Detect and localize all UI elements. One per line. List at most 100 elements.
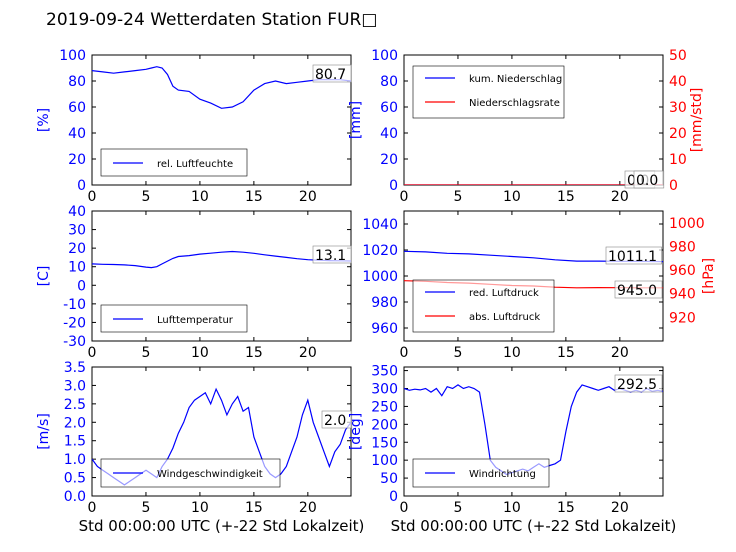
- y-tick-label-windspeed: 3.0: [64, 378, 86, 394]
- x-tick-label-winddirection: 0: [400, 500, 409, 516]
- value-box-windspeed-0: [321, 410, 353, 429]
- y-tick-label-temperature: 40: [68, 204, 86, 220]
- y2-tick-label-pressure: 1000: [669, 216, 705, 232]
- value-box-winddirection-0: [614, 374, 663, 393]
- y2-tick-label-precipitation: 0: [669, 178, 678, 194]
- y-tick-label-windspeed: 3.5: [64, 360, 86, 376]
- x-tick-label-temperature: 10: [191, 345, 209, 361]
- legend-label-pressure-0: red. Luftdruck: [469, 288, 539, 299]
- y2-tick-label-precipitation: 20: [669, 126, 687, 142]
- x-tick-label-precipitation: 0: [400, 189, 409, 205]
- y-tick-label-temperature: 30: [68, 223, 86, 239]
- y2-tick-label-precipitation: 30: [669, 100, 687, 116]
- legend-label-winddirection-0: Windrichtung: [469, 469, 536, 480]
- value-box-temperature-0: [312, 245, 352, 264]
- value-box-humidity-0: [312, 64, 352, 83]
- x-tick-label-temperature: 15: [245, 345, 263, 361]
- legend-label-temperature-0: Lufttemperatur: [157, 315, 234, 326]
- x-tick-label-windspeed: 10: [191, 500, 209, 516]
- y-tick-label-windspeed: 2.0: [64, 415, 86, 431]
- series-line-humidity-0: [92, 66, 351, 109]
- y-tick-label-winddirection: 100: [371, 453, 398, 469]
- y-tick-label-winddirection: 250: [371, 399, 398, 415]
- y-axis-label-precipitation: [mm]: [348, 101, 364, 139]
- y-tick-label-pressure: 1040: [362, 217, 398, 233]
- x-tick-label-windspeed: 15: [245, 500, 263, 516]
- y2-axis-label-pressure: [hPa]: [701, 258, 717, 294]
- y-tick-label-precipitation: 80: [380, 74, 398, 90]
- value-label-windspeed-0: 2.0: [324, 413, 346, 429]
- y-tick-label-humidity: 100: [59, 48, 86, 64]
- y-tick-label-winddirection: 300: [371, 382, 398, 398]
- y-tick-label-humidity: 20: [68, 152, 86, 168]
- x-tick-label-winddirection: 15: [557, 500, 575, 516]
- x-tick-label-precipitation: 20: [611, 189, 629, 205]
- x-tick-label-pressure: 10: [503, 345, 521, 361]
- legend-label-precipitation-0: kum. Niederschlag: [469, 74, 562, 85]
- y-tick-label-temperature: -20: [63, 315, 86, 331]
- y2-tick-label-precipitation: 10: [669, 152, 687, 168]
- y-tick-label-temperature: -30: [63, 334, 86, 350]
- page-title: 2019-09-24 Wetterdaten Station FUR□: [46, 10, 378, 30]
- value-box-pressure-0: [605, 246, 662, 265]
- value-label-pressure-1: 945.0: [617, 283, 657, 299]
- legend-box-precipitation: [412, 65, 565, 119]
- x-tick-label-humidity: 20: [299, 189, 317, 205]
- y-tick-label-humidity: 0: [77, 178, 86, 194]
- y-axis-label-temperature: [C]: [36, 266, 52, 287]
- y-axis-label-winddirection: [deg]: [348, 413, 364, 450]
- y2-axis-label-precipitation: [mm/std]: [689, 88, 705, 153]
- x-tick-label-humidity: 10: [191, 189, 209, 205]
- x-axis-label-windspeed: Std 00:00:00 UTC (+-22 Std Lokalzeit): [79, 517, 365, 535]
- x-tick-label-precipitation: 10: [503, 189, 521, 205]
- y-axis-label-humidity: [%]: [36, 108, 52, 132]
- y-tick-label-temperature: 10: [68, 260, 86, 276]
- x-tick-label-humidity: 0: [88, 189, 97, 205]
- y-tick-label-winddirection: 200: [371, 417, 398, 433]
- legend-label-pressure-1: abs. Luftdruck: [469, 312, 540, 323]
- y-tick-label-winddirection: 0: [389, 489, 398, 505]
- value-label-humidity-0: 80.7: [315, 67, 346, 83]
- y-tick-label-pressure: 980: [371, 295, 398, 311]
- y-tick-label-precipitation: 100: [371, 48, 398, 64]
- y2-tick-label-pressure: 940: [669, 287, 696, 303]
- legend-box-pressure: [412, 279, 555, 333]
- x-tick-label-precipitation: 15: [557, 189, 575, 205]
- y-tick-label-humidity: 40: [68, 126, 86, 142]
- y-tick-label-temperature: 20: [68, 241, 86, 257]
- y-tick-label-humidity: 60: [68, 100, 86, 116]
- y-tick-label-pressure: 1000: [362, 269, 398, 285]
- series-line-temperature-0: [92, 250, 351, 269]
- x-tick-label-temperature: 0: [88, 345, 97, 361]
- x-tick-label-winddirection: 20: [611, 500, 629, 516]
- y2-tick-label-precipitation: 50: [669, 48, 687, 64]
- x-tick-label-temperature: 20: [299, 345, 317, 361]
- y-tick-label-temperature: 0: [77, 278, 86, 294]
- value-box-pressure-1: [614, 280, 663, 299]
- y-tick-label-windspeed: 2.5: [64, 397, 86, 413]
- y-axis-label-windspeed: [m/s]: [36, 413, 52, 450]
- legend-label-humidity-0: rel. Luftfeuchte: [157, 159, 233, 170]
- y-tick-label-winddirection: 150: [371, 435, 398, 451]
- y-tick-label-windspeed: 1.5: [64, 434, 86, 450]
- y-tick-label-temperature: -10: [63, 297, 86, 313]
- value-label-winddirection-0: 292.5: [617, 377, 657, 393]
- y2-tick-label-pressure: 960: [669, 263, 696, 279]
- legend-label-precipitation-1: Niederschlagsrate: [469, 98, 560, 109]
- y-tick-label-precipitation: 60: [380, 100, 398, 116]
- x-tick-label-winddirection: 5: [453, 500, 462, 516]
- y-tick-label-pressure: 1020: [362, 243, 398, 259]
- x-tick-label-humidity: 5: [141, 189, 150, 205]
- y-tick-label-precipitation: 20: [380, 152, 398, 168]
- x-tick-label-pressure: 5: [453, 345, 462, 361]
- y-tick-label-windspeed: 1.0: [64, 452, 86, 468]
- y2-tick-label-pressure: 920: [669, 310, 696, 326]
- x-tick-label-windspeed: 0: [88, 500, 97, 516]
- y-tick-label-precipitation: 40: [380, 126, 398, 142]
- y2-tick-label-pressure: 980: [669, 239, 696, 255]
- value-label-temperature-0: 13.1: [315, 248, 346, 264]
- y-tick-label-windspeed: 0.0: [64, 489, 86, 505]
- x-tick-label-temperature: 5: [141, 345, 150, 361]
